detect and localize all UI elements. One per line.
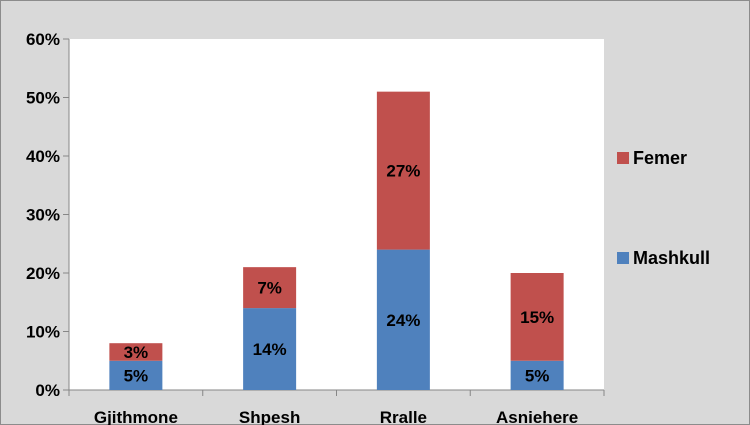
data-label: 15%: [520, 308, 554, 327]
bar-segment: [510, 273, 564, 361]
x-category-label: Gjithmone: [94, 408, 178, 425]
x-category-label: Asniehere: [496, 408, 578, 425]
bar-segment: [376, 249, 430, 390]
bar-segment: [243, 308, 297, 390]
data-label: 7%: [257, 279, 282, 298]
bar-segment: [109, 343, 163, 361]
y-tick-label: 60%: [26, 30, 60, 49]
data-label: 24%: [386, 311, 420, 330]
data-label: 5%: [525, 366, 550, 385]
bar-segment: [510, 360, 564, 390]
legend: Femer Mashkull: [617, 148, 710, 268]
y-tick-label: 20%: [26, 264, 60, 283]
y-tick-label: 30%: [26, 206, 60, 225]
x-axis: Gjithmone Shpesh Rralle Asniehere: [68, 389, 605, 425]
data-label: 14%: [253, 340, 287, 359]
data-label: 27%: [386, 162, 420, 181]
x-category-label: Rralle: [380, 408, 427, 425]
legend-swatch: [617, 152, 629, 164]
y-tick-label: 40%: [26, 147, 60, 166]
data-label: 3%: [124, 343, 149, 362]
y-tick-label: 50%: [26, 89, 60, 108]
legend-swatch: [617, 252, 629, 264]
y-tick-label: 10%: [26, 323, 60, 342]
x-category-label: Shpesh: [239, 408, 300, 425]
bar-segment: [376, 91, 430, 250]
legend-label: Femer: [633, 148, 687, 168]
legend-label: Mashkull: [633, 248, 710, 268]
bar-segment: [243, 267, 297, 309]
y-axis: 0% 10% 20% 30% 40% 50% 60%: [26, 30, 70, 400]
bar-segment: [109, 360, 163, 390]
y-tick-label: 0%: [35, 381, 60, 400]
data-label: 5%: [124, 366, 149, 385]
bars: 5% 3% 14% 7% 24% 27% 5% 15%: [109, 91, 564, 390]
